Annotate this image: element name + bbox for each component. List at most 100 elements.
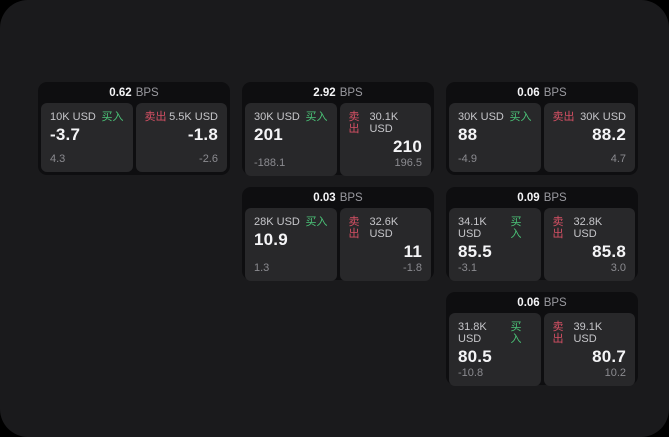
quote-panels: 30K USD 买入 88 -4.9 卖出 30K USD 88.2 4.7 xyxy=(449,103,635,172)
buy-panel[interactable]: 30K USD 买入 201 -188.1 xyxy=(245,103,337,176)
card-header: 0.09 BPS xyxy=(449,187,635,208)
sell-panel[interactable]: 卖出 32.8K USD 85.8 3.0 xyxy=(543,208,635,281)
buy-tag: 买入 xyxy=(510,216,522,241)
buy-change: 1.3 xyxy=(254,261,270,274)
spread-unit: BPS xyxy=(339,191,363,204)
spread-unit: BPS xyxy=(339,86,363,99)
sell-change: 10.2 xyxy=(604,366,626,379)
sell-tag: 卖出 xyxy=(348,216,360,241)
sell-tag: 卖出 xyxy=(552,216,564,241)
quote-panels: 10K USD 买入 -3.7 4.3 卖出 5.5K USD -1.8 -2.… xyxy=(41,103,227,172)
buy-volume: 34.1K USD xyxy=(458,216,487,241)
buy-panel-top: 30K USD 买入 xyxy=(458,111,532,123)
buy-price: 80.5 xyxy=(458,347,492,367)
sell-change: -2.6 xyxy=(199,152,218,165)
buy-tag: 买入 xyxy=(305,111,328,123)
spread-value: 0.62 xyxy=(109,86,132,99)
spread-card: 2.92 BPS 30K USD 买入 201 -188.1 卖出 30.1K … xyxy=(242,82,434,176)
sell-change: -1.8 xyxy=(403,261,422,274)
sell-volume: 39.1K USD xyxy=(573,321,603,346)
buy-volume: 30K USD xyxy=(458,111,504,123)
spread-unit: BPS xyxy=(543,191,567,204)
buy-price: 10.9 xyxy=(254,230,288,250)
sell-price: 85.8 xyxy=(592,242,626,262)
buy-panel-top: 34.1K USD 买入 xyxy=(458,216,532,240)
buy-price: 88 xyxy=(458,125,478,145)
buy-tag: 买入 xyxy=(305,216,328,228)
spread-value: 0.03 xyxy=(313,191,336,204)
buy-tag: 买入 xyxy=(510,321,522,346)
buy-change: -188.1 xyxy=(254,156,286,169)
buy-panel[interactable]: 34.1K USD 买入 85.5 -3.1 xyxy=(449,208,541,281)
sell-volume: 30.1K USD xyxy=(369,111,399,136)
buy-volume: 30K USD xyxy=(254,111,300,123)
sell-price: -1.8 xyxy=(187,125,218,145)
buy-price: -3.7 xyxy=(50,125,81,145)
buy-tag: 买入 xyxy=(101,111,124,123)
sell-panel-top: 卖出 5.5K USD xyxy=(145,111,219,123)
sell-tag: 卖出 xyxy=(552,111,575,123)
spread-card: 0.06 BPS 31.8K USD 买入 80.5 -10.8 卖出 39.1… xyxy=(446,292,638,386)
sell-price: 210 xyxy=(393,137,422,157)
sell-volume: 5.5K USD xyxy=(169,111,218,123)
sell-panel[interactable]: 卖出 5.5K USD -1.8 -2.6 xyxy=(135,103,227,172)
buy-change: -10.8 xyxy=(458,366,484,379)
spread-unit: BPS xyxy=(543,86,567,99)
spread-card: 0.09 BPS 34.1K USD 买入 85.5 -3.1 卖出 32.8K… xyxy=(446,187,638,281)
sell-panel-top: 卖出 32.8K USD xyxy=(553,216,627,240)
sell-panel-top: 卖出 30.1K USD xyxy=(349,111,423,135)
sell-panel[interactable]: 卖出 30.1K USD 210 196.5 xyxy=(339,103,431,176)
sell-price: 11 xyxy=(403,242,422,262)
card-header: 0.03 BPS xyxy=(245,187,431,208)
buy-change: 4.3 xyxy=(50,152,66,165)
buy-volume: 31.8K USD xyxy=(458,321,487,346)
buy-panel[interactable]: 31.8K USD 买入 80.5 -10.8 xyxy=(449,313,541,386)
spread-card: 0.06 BPS 30K USD 买入 88 -4.9 卖出 30K USD xyxy=(446,82,638,175)
spread-value: 0.06 xyxy=(517,296,540,309)
spread-value: 2.92 xyxy=(313,86,336,99)
sell-panel-top: 卖出 32.6K USD xyxy=(349,216,423,240)
sell-change: 3.0 xyxy=(610,261,626,274)
sell-volume: 32.6K USD xyxy=(369,216,399,241)
buy-change: -4.9 xyxy=(458,152,477,165)
spread-value: 0.06 xyxy=(517,86,540,99)
buy-volume: 28K USD xyxy=(254,216,300,228)
quote-panels: 28K USD 买入 10.9 1.3 卖出 32.6K USD 11 -1.8 xyxy=(245,208,431,281)
sell-tag: 卖出 xyxy=(144,111,167,123)
sell-price: 80.7 xyxy=(592,347,626,367)
buy-panel-top: 30K USD 买入 xyxy=(254,111,328,123)
buy-panel-top: 10K USD 买入 xyxy=(50,111,124,123)
quote-panels: 31.8K USD 买入 80.5 -10.8 卖出 39.1K USD 80.… xyxy=(449,313,635,386)
spread-value: 0.09 xyxy=(517,191,540,204)
card-header: 0.62 BPS xyxy=(41,82,227,103)
buy-panel-top: 31.8K USD 买入 xyxy=(458,321,532,345)
sell-change: 4.7 xyxy=(610,152,626,165)
spread-card: 0.62 BPS 10K USD 买入 -3.7 4.3 卖出 5.5K USD xyxy=(38,82,230,175)
card-header: 0.06 BPS xyxy=(449,82,635,103)
buy-panel-top: 28K USD 买入 xyxy=(254,216,328,228)
sell-tag: 卖出 xyxy=(348,111,360,136)
sell-panel-top: 卖出 30K USD xyxy=(553,111,627,123)
buy-volume: 10K USD xyxy=(50,111,96,123)
buy-panel[interactable]: 30K USD 买入 88 -4.9 xyxy=(449,103,541,172)
buy-price: 85.5 xyxy=(458,242,492,262)
sell-panel-top: 卖出 39.1K USD xyxy=(553,321,627,345)
sell-panel[interactable]: 卖出 32.6K USD 11 -1.8 xyxy=(339,208,431,281)
sell-panel[interactable]: 卖出 39.1K USD 80.7 10.2 xyxy=(543,313,635,386)
buy-panel[interactable]: 28K USD 买入 10.9 1.3 xyxy=(245,208,337,281)
sell-price: 88.2 xyxy=(592,125,626,145)
card-header: 0.06 BPS xyxy=(449,292,635,313)
sell-volume: 32.8K USD xyxy=(573,216,603,241)
buy-panel[interactable]: 10K USD 买入 -3.7 4.3 xyxy=(41,103,133,172)
quote-panels: 30K USD 买入 201 -188.1 卖出 30.1K USD 210 1… xyxy=(245,103,431,176)
spread-cards-grid: 0.62 BPS 10K USD 买入 -3.7 4.3 卖出 5.5K USD xyxy=(38,82,638,386)
sell-volume: 30K USD xyxy=(580,111,626,123)
quote-panels: 34.1K USD 买入 85.5 -3.1 卖出 32.8K USD 85.8… xyxy=(449,208,635,281)
sell-tag: 卖出 xyxy=(552,321,564,346)
buy-change: -3.1 xyxy=(458,261,477,274)
spread-card: 0.03 BPS 28K USD 买入 10.9 1.3 卖出 32.6K US… xyxy=(242,187,434,281)
sell-panel[interactable]: 卖出 30K USD 88.2 4.7 xyxy=(543,103,635,172)
spread-unit: BPS xyxy=(135,86,159,99)
buy-tag: 买入 xyxy=(509,111,532,123)
